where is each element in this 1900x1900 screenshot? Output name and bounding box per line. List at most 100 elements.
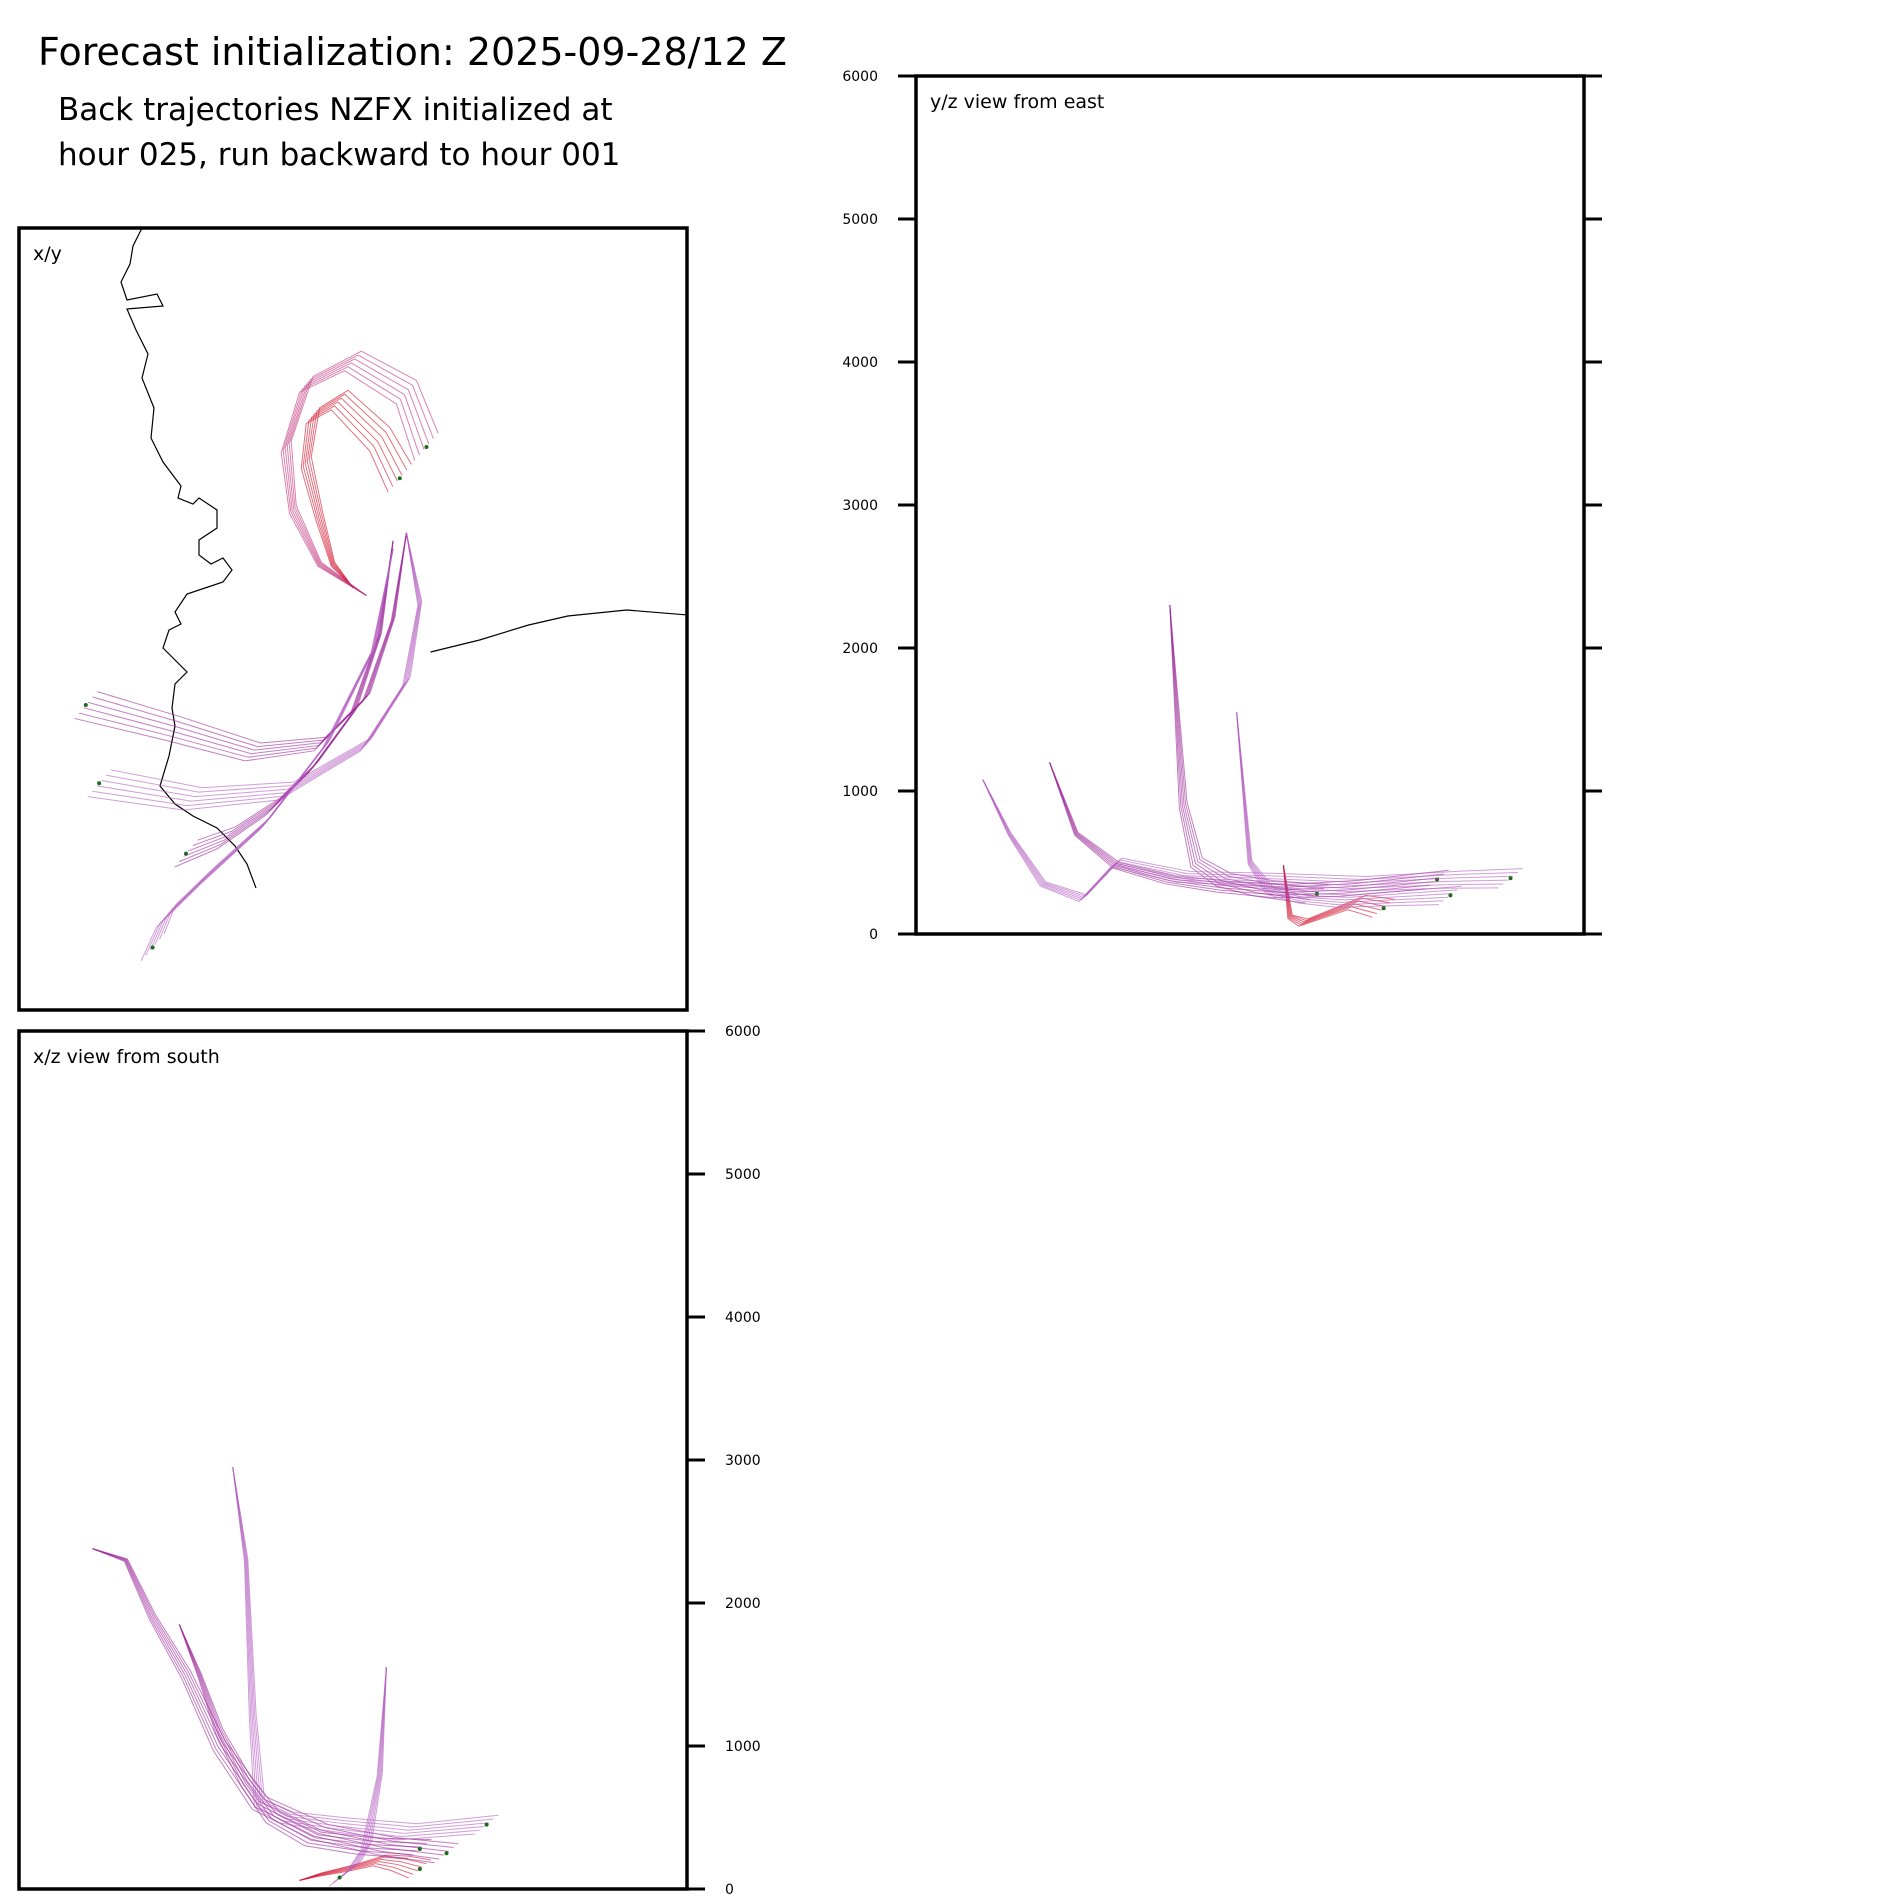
trajectory-start-point (484, 1822, 489, 1827)
y-tick-label: 4000 (842, 355, 878, 371)
y-tick-label: 1000 (842, 784, 878, 800)
trajectory-line (982, 779, 1513, 899)
trajectory-line (232, 1467, 480, 1838)
trajectory-line (299, 1854, 432, 1881)
trajectory-line (288, 354, 434, 596)
subtitle-line-2: hour 025, run backward to hour 001 (58, 137, 621, 173)
trajectory-line (1236, 712, 1439, 908)
trajectory-line (982, 779, 1504, 901)
y-tick-label: 0 (869, 927, 878, 943)
trajectory-start-point (83, 703, 88, 708)
panel-frame (17, 226, 689, 1012)
trajectory-line (1236, 712, 1453, 901)
panel-xz: x/z view from south 0 1000 2000 3000 4000 5000… (17, 1024, 761, 1898)
trajectory-line (982, 779, 1518, 897)
y-tick-label: 5000 (842, 212, 878, 228)
y-tick-label: 3000 (842, 498, 878, 514)
y-tick-label: 2000 (725, 1596, 761, 1612)
trajectory-start-point (1508, 876, 1513, 881)
coastline-east (430, 609, 686, 653)
trajectory-line (282, 366, 420, 596)
panel-label: x/y (33, 243, 62, 265)
trajectory-line (92, 1548, 449, 1852)
trajectory-line (192, 540, 394, 847)
y-tick-label: 6000 (842, 69, 878, 85)
panel-label: y/z view from east (930, 91, 1104, 113)
trajectory-line (350, 1667, 387, 1870)
trajectory-line (232, 1467, 494, 1828)
figure-subtitle: Back trajectories NZFX initialized at ho… (58, 88, 620, 178)
trajectory-line (178, 1624, 427, 1844)
trajectory-line (1049, 762, 1440, 891)
trajectory-line (83, 532, 407, 755)
y-tick-label: 0 (725, 1882, 734, 1898)
trajectory-line (1169, 605, 1329, 886)
trajectory-line (982, 779, 1523, 896)
trajectory-start-point (444, 1851, 449, 1856)
trajectory-line (1236, 712, 1444, 906)
trajectory-start-point (1381, 906, 1386, 911)
y-tick-label: 5000 (725, 1167, 761, 1183)
trajectory-line (982, 779, 1509, 900)
trajectory-line (310, 389, 412, 589)
trajectory-line (308, 393, 408, 589)
trajectory-line (92, 532, 420, 807)
trajectory-line (78, 532, 407, 758)
trajectory-start-point (424, 444, 429, 449)
trajectory-line (290, 350, 439, 596)
trajectory-start-point (184, 851, 188, 856)
trajectory-line (178, 1624, 409, 1859)
trajectory-line (1049, 762, 1431, 896)
trajectory-line (1169, 605, 1315, 897)
trajectory-line (110, 532, 423, 789)
trajectory-line (163, 548, 394, 935)
trajectory-line (1049, 762, 1435, 893)
trajectory-line (232, 1467, 499, 1825)
trajectory-line (97, 532, 407, 744)
trajectory-line (96, 532, 420, 802)
trajectory-line (982, 779, 1499, 903)
trajectory-line (105, 532, 422, 793)
trajectory-line (280, 370, 416, 596)
trajectory-start-point (417, 1866, 422, 1871)
trajectory-line (188, 540, 394, 852)
trajectory-start-point (337, 1875, 342, 1880)
trajectory-line (183, 540, 394, 857)
trajectory-line (197, 540, 394, 841)
y-tick-label: 1000 (725, 1739, 761, 1755)
trajectory-line (87, 532, 419, 811)
trajectory-line (101, 532, 421, 798)
panel-yz: y/z view from east 0 1000 2000 3000 4000 5000 6… (842, 69, 1602, 943)
trajectory-line (302, 405, 394, 589)
trajectory-line (286, 358, 430, 596)
panel-frame (17, 1029, 689, 1891)
trajectory-line (1236, 712, 1458, 898)
trajectory-start-point (397, 476, 402, 481)
trajectory-line (74, 532, 407, 762)
trajectory-line (304, 401, 398, 589)
trajectory-line (300, 409, 389, 589)
trajectory-line (92, 1548, 435, 1864)
panel-xy: x/y (17, 226, 689, 1012)
trajectory-line (284, 362, 425, 596)
trajectory-line (232, 1467, 485, 1834)
figure-title: Forecast initialization: 2025-09-28/12 Z (38, 30, 787, 74)
trajectory-start-point (1448, 893, 1453, 898)
trajectory-line (87, 532, 407, 751)
trajectory-line (1236, 712, 1462, 896)
y-tick-label: 2000 (842, 641, 878, 657)
panel-label: x/z view from south (33, 1046, 220, 1068)
trajectory-line (1169, 605, 1310, 900)
y-tick-label: 4000 (725, 1310, 761, 1326)
y-tick-label: 3000 (725, 1453, 761, 1469)
subtitle-line-1: Back trajectories NZFX initialized at (58, 92, 613, 128)
trajectory-line (92, 532, 407, 748)
trajectory-line (92, 1548, 459, 1845)
trajectory-line (1049, 762, 1445, 888)
y-tick-label: 6000 (725, 1024, 761, 1040)
trajectory-start-point (417, 1846, 422, 1851)
trajectory-line (92, 1548, 440, 1860)
panel-frame (914, 74, 1586, 936)
trajectory-start-point (150, 945, 155, 950)
